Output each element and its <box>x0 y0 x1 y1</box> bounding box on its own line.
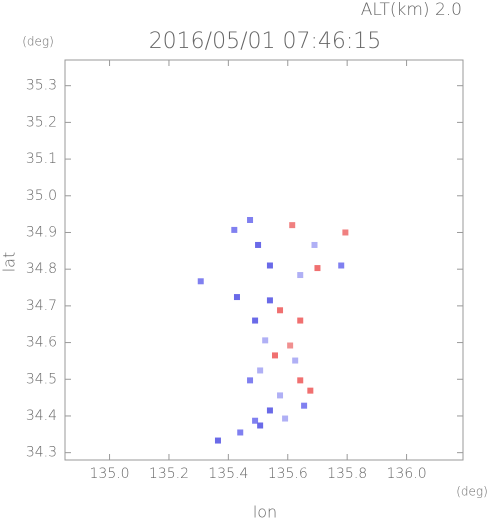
x-tick-label: 135.8 <box>327 466 367 482</box>
echo-cell <box>289 222 296 229</box>
y-tick-label: 34.5 <box>26 371 57 387</box>
echo-cell <box>266 262 273 269</box>
echo-cell <box>297 317 304 324</box>
x-tick-label: 135.4 <box>208 466 248 482</box>
echo-cell <box>277 392 284 399</box>
echo-cell <box>262 337 269 344</box>
y-tick-label: 34.4 <box>26 408 57 424</box>
echo-cell <box>307 387 314 394</box>
echo-cell <box>237 429 244 436</box>
echo-cell <box>287 342 294 349</box>
echo-cell <box>342 229 349 236</box>
echo-cell <box>277 307 284 314</box>
y-tick-label: 35.0 <box>26 188 57 204</box>
echo-cell <box>297 272 304 279</box>
x-tick-label: 135.2 <box>149 466 189 482</box>
x-tick-label: 136.0 <box>387 466 427 482</box>
y-unit: (deg) <box>22 35 54 49</box>
echo-cell <box>338 262 345 269</box>
echo-cell <box>231 226 238 233</box>
y-tick-label: 35.1 <box>26 151 57 167</box>
echo-cell <box>297 377 304 384</box>
echo-cell <box>266 407 273 414</box>
y-tick-label: 35.2 <box>26 114 57 130</box>
echo-cell <box>255 241 262 248</box>
echo-cell <box>292 357 299 364</box>
subtitle: ALT(km) 2.0 <box>361 0 462 20</box>
echo-cell <box>197 278 204 285</box>
echo-cell <box>266 297 273 304</box>
echo-cell <box>311 241 318 248</box>
y-tick-label: 34.3 <box>26 445 57 461</box>
echo-cell <box>214 437 221 444</box>
echo-cell <box>252 417 259 424</box>
y-tick-label: 34.8 <box>26 261 57 277</box>
y-tick-label: 34.9 <box>26 224 57 240</box>
y-tick-label: 34.7 <box>26 298 57 314</box>
x-tick-label: 135.6 <box>268 466 308 482</box>
echo-cell <box>314 265 321 272</box>
echo-cell <box>271 352 278 359</box>
echo-cell <box>247 217 254 223</box>
echo-cell <box>233 294 240 301</box>
x-axis-label: lon <box>253 503 277 521</box>
chart-title: 2016/05/01 07:46:15 <box>149 29 382 54</box>
echo-cell <box>257 422 264 429</box>
y-tick-label: 34.6 <box>26 335 57 351</box>
echo-cell <box>282 415 289 422</box>
echo-cell <box>301 402 308 409</box>
y-axis-label: lat <box>0 252 19 273</box>
echo-cell <box>252 317 259 324</box>
x-unit: (deg) <box>456 485 488 499</box>
echo-cell <box>247 377 254 384</box>
plot-frame <box>64 59 464 461</box>
x-tick-label: 135.0 <box>90 466 130 482</box>
y-tick-label: 35.3 <box>26 78 57 94</box>
echo-cell <box>257 367 264 374</box>
